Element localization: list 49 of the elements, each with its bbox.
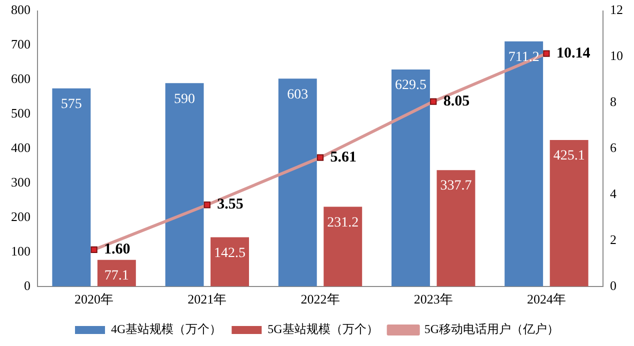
y2-tick-label: 6 <box>610 140 617 156</box>
x-tick-label: 2024年 <box>526 292 566 307</box>
bar <box>278 78 317 286</box>
x-tick-label: 2023年 <box>414 292 453 307</box>
y-tick-label: 800 <box>11 2 30 18</box>
y-tick-label: 400 <box>11 140 30 156</box>
data-label: 3.55 <box>217 196 244 213</box>
data-label: 425.1 <box>553 148 585 164</box>
y-tick-label: 100 <box>11 243 30 258</box>
x-tick-label: 2021年 <box>188 292 227 307</box>
y2-tick-label: 12 <box>610 2 623 18</box>
data-label: 142.5 <box>214 246 246 261</box>
x-tick-label: 2020年 <box>74 292 114 307</box>
y2-tick-label: 8 <box>610 94 616 110</box>
x-tick-label: 2022年 <box>300 292 340 307</box>
bar <box>550 140 588 286</box>
y-tick-label: 200 <box>11 208 30 224</box>
bar <box>52 88 91 286</box>
data-label: 1.60 <box>104 242 130 258</box>
bar <box>165 83 204 286</box>
data-label: 8.05 <box>443 93 470 110</box>
bar <box>436 170 476 286</box>
y2-tick-label: 4 <box>610 186 617 201</box>
bar <box>504 41 544 286</box>
y-tick-label: 300 <box>11 174 30 190</box>
legend-label: 4G基站规模（万个） <box>111 322 222 336</box>
y-tick-label: 0 <box>24 278 30 293</box>
bar <box>324 206 362 286</box>
data-label: 603 <box>287 87 308 102</box>
data-label: 337.7 <box>440 178 472 194</box>
data-label: 10.14 <box>556 45 591 62</box>
legend-label: 5G移动电话用户（亿户） <box>424 322 560 336</box>
legend-label: 5G基站规模（万个） <box>268 322 378 336</box>
y2-tick-label: 2 <box>610 232 616 247</box>
data-label: 5.61 <box>330 149 356 166</box>
y-tick-label: 700 <box>11 36 30 52</box>
data-label: 231.2 <box>327 215 359 230</box>
data-label: 629.5 <box>394 78 426 94</box>
bar <box>97 260 136 286</box>
data-label: 575 <box>60 96 82 112</box>
y-tick-label: 600 <box>11 71 30 86</box>
y-tick-label: 500 <box>11 106 30 121</box>
y2-tick-label: 10 <box>610 48 623 64</box>
data-label: 590 <box>174 92 196 107</box>
data-label: 77.1 <box>104 268 129 284</box>
y2-tick-label: 0 <box>610 278 616 293</box>
bar <box>210 237 249 286</box>
data-label: 711.2 <box>508 50 540 66</box>
bar <box>392 70 430 286</box>
